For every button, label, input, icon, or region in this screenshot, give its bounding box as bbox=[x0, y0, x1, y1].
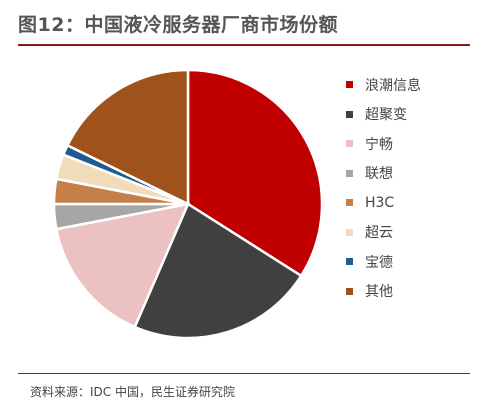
legend-swatch bbox=[346, 169, 353, 177]
pie-chart bbox=[52, 68, 324, 340]
legend-item-1: 超聚变 bbox=[346, 100, 486, 130]
legend-label: 超聚变 bbox=[365, 107, 407, 124]
pie-slice-7 bbox=[65, 68, 190, 206]
legend-item-0: 浪潮信息 bbox=[346, 70, 486, 100]
pie-slice-2 bbox=[54, 202, 191, 329]
pie-slice-1 bbox=[133, 202, 303, 340]
legend-item-6: 宝德 bbox=[346, 247, 486, 277]
legend-swatch bbox=[346, 287, 353, 295]
legend-swatch bbox=[346, 110, 353, 118]
legend-label: 超云 bbox=[365, 225, 393, 242]
legend-item-5: 超云 bbox=[346, 218, 486, 248]
title-underline bbox=[18, 44, 470, 46]
legend-label: 宝德 bbox=[365, 254, 393, 271]
legend-item-7: 其他 bbox=[346, 277, 486, 307]
legend-swatch bbox=[346, 228, 353, 236]
legend-item-3: 联想 bbox=[346, 159, 486, 189]
legend-label: 其他 bbox=[365, 284, 393, 301]
legend-swatch bbox=[346, 199, 353, 207]
legend-swatch bbox=[346, 140, 353, 148]
legend-swatch bbox=[346, 81, 353, 89]
chart-legend: 浪潮信息超聚变宁畅联想 H3C 超云宝德其他 bbox=[346, 70, 486, 306]
legend-swatch bbox=[346, 258, 353, 266]
legend-label: 宁畅 bbox=[365, 136, 393, 153]
legend-item-4: H3C bbox=[346, 188, 486, 218]
chart-title: 图12：中国液冷服务器厂商市场份额 bbox=[18, 14, 338, 36]
legend-label: H3C bbox=[365, 194, 395, 211]
legend-label: 浪潮信息 bbox=[365, 77, 421, 94]
source-note: 资料来源：IDC 中国，民生证券研究院 bbox=[30, 385, 235, 399]
legend-label: 联想 bbox=[365, 166, 393, 183]
pie-chart-area bbox=[0, 50, 500, 360]
source-divider bbox=[18, 373, 470, 374]
legend-item-2: 宁畅 bbox=[346, 129, 486, 159]
